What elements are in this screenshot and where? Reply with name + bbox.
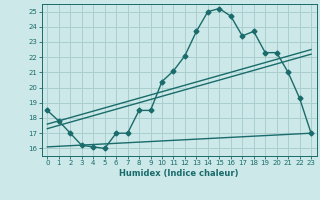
X-axis label: Humidex (Indice chaleur): Humidex (Indice chaleur) xyxy=(119,169,239,178)
